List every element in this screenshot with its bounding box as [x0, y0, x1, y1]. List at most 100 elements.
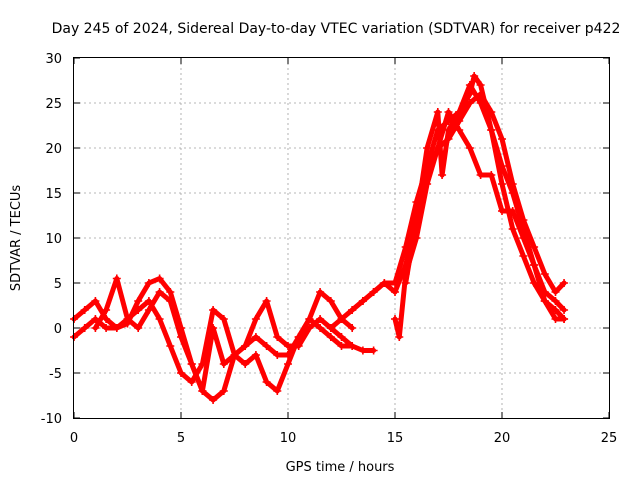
data-point	[508, 207, 517, 215]
data-point	[560, 279, 569, 287]
chart-title: Day 245 of 2024, Sidereal Day-to-day VTE…	[52, 21, 621, 37]
data-point	[219, 387, 228, 395]
y-tick-label: 15	[45, 187, 62, 202]
data-point	[551, 297, 560, 305]
y-tick-label: 10	[45, 232, 62, 247]
y-tick-label: -10	[41, 412, 62, 427]
x-tick-labels: 0 5 10 15 20 25	[70, 431, 617, 446]
data-point	[530, 261, 539, 269]
data-point	[530, 279, 539, 287]
data-point	[498, 180, 506, 188]
data-point	[380, 279, 389, 287]
data-point	[498, 135, 506, 143]
data-point	[198, 387, 207, 395]
x-tick-label: 25	[601, 431, 618, 446]
data-point	[519, 225, 528, 233]
data-point	[305, 315, 314, 323]
data-point	[326, 333, 335, 341]
data-point	[316, 324, 325, 332]
data-point	[326, 297, 335, 305]
y-tick-label: 25	[45, 97, 62, 112]
data-point	[273, 333, 282, 341]
data-point	[241, 342, 250, 350]
x-tick-label: 10	[280, 431, 297, 446]
y-axis-label: SDTVAR / TECUs	[9, 185, 24, 292]
data-point	[91, 297, 100, 305]
data-point	[401, 279, 410, 287]
data-point	[337, 315, 346, 323]
data-point	[540, 297, 549, 305]
data-point	[262, 297, 271, 305]
data-point	[177, 369, 185, 377]
data-point	[348, 342, 357, 350]
data-point	[155, 315, 164, 323]
x-tick-label: 5	[177, 431, 185, 446]
data-point	[465, 81, 474, 89]
y-tick-label: 20	[45, 142, 62, 157]
x-tick-label: 15	[387, 431, 404, 446]
data-point	[560, 306, 569, 314]
data-point	[487, 171, 496, 179]
data-point	[423, 180, 432, 188]
data-point	[348, 324, 357, 332]
data-point	[166, 342, 175, 350]
data-point	[337, 342, 346, 350]
data-point	[476, 81, 485, 89]
series-track-7	[401, 81, 569, 323]
data-point	[155, 274, 164, 283]
data-point	[112, 324, 121, 332]
data-point	[476, 171, 485, 179]
data-point	[102, 324, 111, 332]
data-point	[444, 108, 453, 116]
data-point	[487, 108, 496, 116]
data-point	[348, 306, 357, 314]
data-point	[284, 342, 292, 350]
data-point	[80, 324, 89, 332]
data-point	[337, 333, 346, 341]
data-point	[326, 324, 335, 332]
data-point	[134, 306, 143, 314]
data-point	[316, 288, 325, 296]
data-point	[166, 297, 175, 305]
data-point	[209, 324, 218, 332]
y-tick-label: 5	[54, 277, 62, 292]
y-tick-labels: -10 -5 0 5 10 15 20 25 30	[41, 52, 62, 427]
y-tick-label: 30	[45, 52, 62, 67]
data-point	[455, 108, 464, 116]
data-point	[519, 252, 528, 260]
data-point	[273, 387, 282, 395]
series-line	[392, 109, 567, 340]
y-tick-label: -5	[49, 367, 62, 382]
data-point	[433, 108, 442, 116]
data-point	[209, 306, 218, 314]
data-point	[134, 324, 143, 332]
data-point	[498, 162, 506, 170]
data-point	[219, 360, 228, 368]
series-track-5	[348, 90, 569, 314]
data-point	[369, 346, 378, 355]
series-line	[403, 82, 567, 322]
data-point	[209, 396, 218, 404]
data-point	[316, 315, 325, 323]
data-point	[262, 342, 271, 350]
data-point	[177, 333, 185, 341]
y-tick-label: 0	[54, 322, 62, 337]
data-point	[144, 306, 153, 314]
data-point	[369, 288, 378, 296]
data-point	[551, 288, 560, 296]
data-point	[498, 207, 506, 215]
data-point	[187, 378, 196, 386]
data-point	[444, 126, 453, 134]
data-point	[438, 171, 447, 179]
data-point	[187, 360, 196, 368]
data-point	[251, 351, 260, 359]
data-point	[465, 99, 474, 107]
data-point	[294, 342, 303, 350]
data-point	[219, 315, 228, 323]
data-point	[358, 346, 367, 355]
data-point	[305, 324, 314, 332]
x-tick-label: 0	[70, 431, 78, 446]
data-point	[230, 351, 239, 359]
data-point	[530, 243, 539, 251]
data-point	[166, 288, 175, 296]
